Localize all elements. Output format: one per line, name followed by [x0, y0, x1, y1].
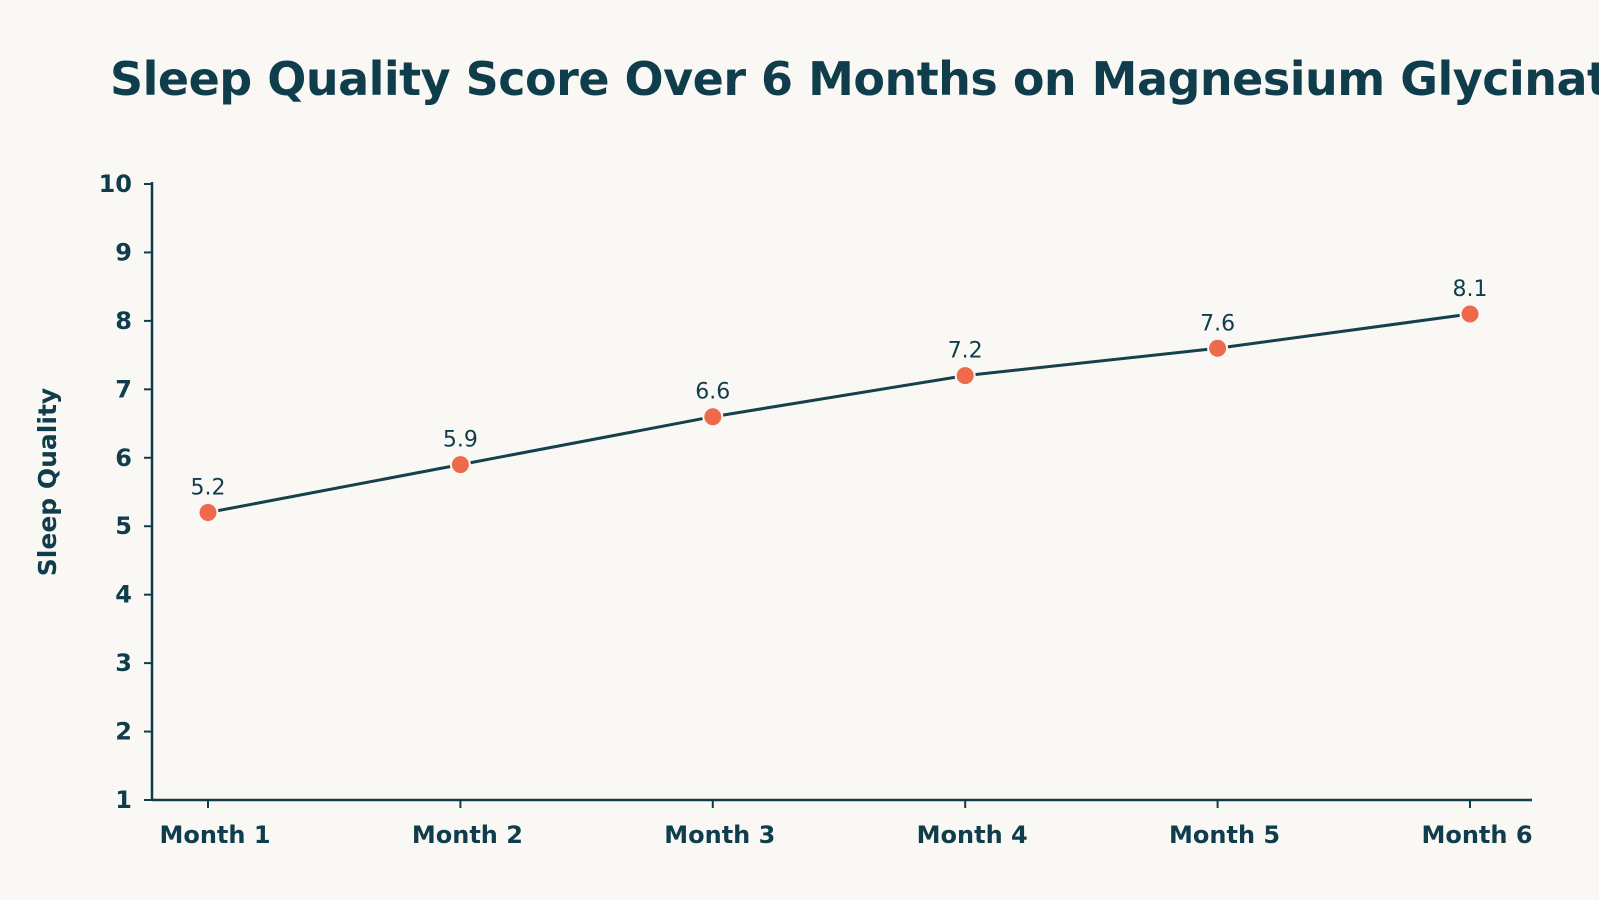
y-tick-label: 9 [115, 238, 132, 266]
data-label: 7.2 [948, 339, 983, 364]
data-point [197, 502, 219, 524]
data-label: 7.6 [1200, 311, 1235, 336]
x-tick-label: Month 5 [1169, 821, 1280, 849]
y-axis-title: Sleep Quality [33, 388, 62, 576]
y-tick-label: 8 [115, 307, 132, 335]
chart-title: Sleep Quality Score Over 6 Months on Mag… [110, 52, 1599, 106]
series-group: 5.2 5.9 6.6 7.2 7.6 8.1 [191, 277, 1488, 524]
y-tick-label: 2 [115, 718, 132, 746]
x-tick-label: Month 6 [1421, 821, 1532, 849]
x-tick-label: Month 1 [159, 821, 270, 849]
x-tick-label: Month 4 [917, 821, 1028, 849]
axes [150, 182, 1532, 802]
data-point [1207, 337, 1229, 359]
data-label: 6.6 [695, 380, 730, 405]
data-point [1459, 303, 1481, 325]
data-point [702, 406, 724, 428]
x-axis-ticks: Month 1 Month 2 Month 3 Month 4 Month 5 Month… [159, 800, 1533, 849]
series-line [207, 312, 1471, 515]
y-axis-ticks: 1 2 3 4 5 6 7 8 9 10 [99, 170, 152, 814]
x-tick-label: Month 2 [412, 821, 523, 849]
y-tick-label: 1 [115, 786, 132, 814]
y-tick-label: 5 [115, 512, 132, 540]
y-tick-label: 7 [115, 375, 132, 403]
data-point [449, 454, 471, 476]
data-label: 5.9 [443, 428, 478, 453]
data-point [954, 365, 976, 387]
y-tick-label: 4 [115, 581, 132, 609]
y-tick-label: 10 [99, 170, 132, 198]
data-label: 8.1 [1453, 277, 1488, 302]
y-tick-label: 3 [115, 649, 132, 677]
y-tick-label: 6 [115, 444, 132, 472]
data-label: 5.2 [191, 476, 226, 501]
x-tick-label: Month 3 [664, 821, 775, 849]
